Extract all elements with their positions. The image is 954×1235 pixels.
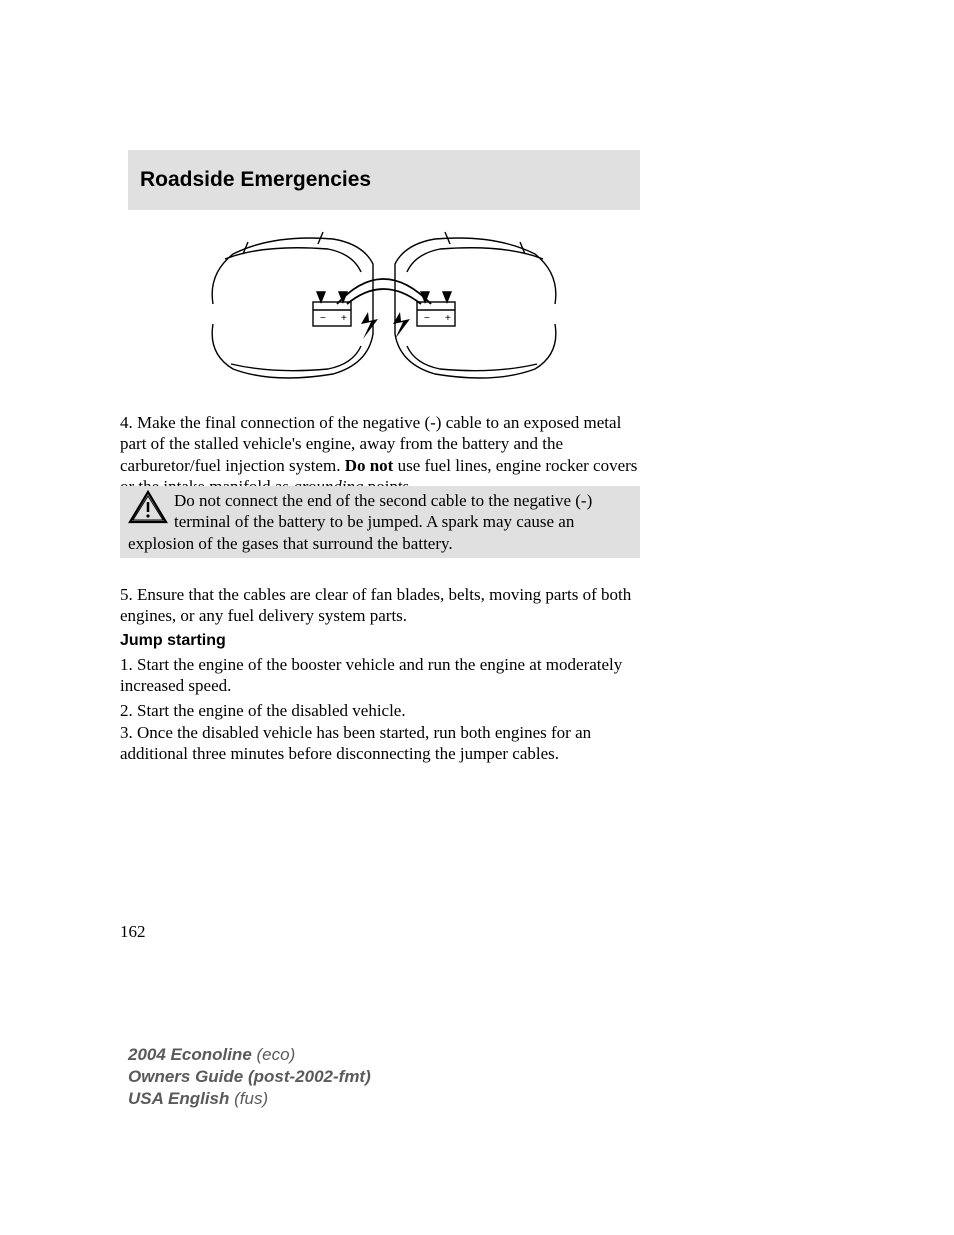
warning-text: Do not connect the end of the second cab… <box>128 491 592 553</box>
warning-box: Do not connect the end of the second cab… <box>120 486 640 558</box>
step4-bold: Do not <box>345 456 394 475</box>
footer-model-code: (eco) <box>257 1045 296 1064</box>
battery-right-pos: + <box>445 313 451 324</box>
footer-line-1: 2004 Econoline (eco) <box>128 1044 371 1066</box>
footer: 2004 Econoline (eco) Owners Guide (post-… <box>128 1044 371 1110</box>
step-5-paragraph: 5. Ensure that the cables are clear of f… <box>120 584 640 627</box>
footer-lang: USA English <box>128 1089 234 1108</box>
jump-step-2: 2. Start the engine of the disabled vehi… <box>120 700 640 721</box>
page-header: Roadside Emergencies <box>128 150 640 210</box>
page-number: 162 <box>120 922 146 942</box>
warning-triangle-icon <box>128 490 168 524</box>
footer-model: 2004 Econoline <box>128 1045 257 1064</box>
jump-step-1: 1. Start the engine of the booster vehic… <box>120 654 640 697</box>
battery-right-neg: − <box>424 313 430 324</box>
footer-lang-code: (fus) <box>234 1089 268 1108</box>
step-4-paragraph: 4. Make the final connection of the nega… <box>120 412 640 497</box>
footer-line-2: Owners Guide (post-2002-fmt) <box>128 1066 371 1088</box>
jump-step-3: 3. Once the disabled vehicle has been st… <box>120 722 640 765</box>
battery-left-pos: + <box>341 313 347 324</box>
footer-line-3: USA English (fus) <box>128 1088 371 1110</box>
battery-left-neg: − <box>320 313 326 324</box>
jumper-cable-diagram: − + − + <box>203 224 565 394</box>
section-title: Roadside Emergencies <box>140 168 371 192</box>
jump-starting-heading: Jump starting <box>120 632 226 650</box>
